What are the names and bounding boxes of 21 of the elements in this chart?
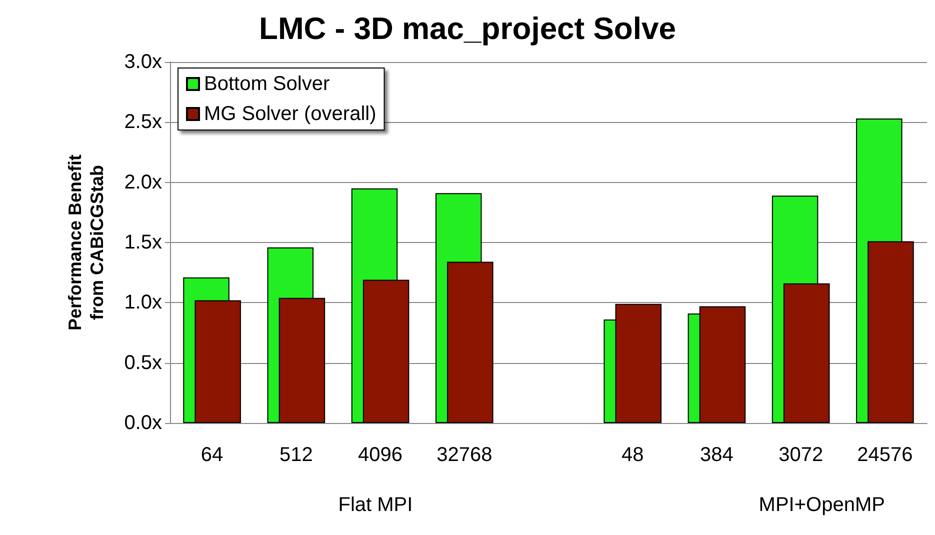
x-tick-label: 32768 (436, 444, 492, 466)
x-tick-label: 64 (200, 444, 224, 466)
x-tick-label: 24576 (857, 444, 913, 466)
y-tick-label: 1.5x (124, 232, 162, 254)
text: Flat MPI (338, 494, 413, 516)
x-tick-label: 48 (621, 444, 644, 466)
y-tick-label: 2.5x (124, 111, 162, 134)
y-tick-label: 0.5x (124, 352, 162, 374)
x-tick-label: 384 (700, 444, 734, 466)
y-tick-label: 0.0x (124, 412, 162, 434)
x-tick-label: 3072 (778, 444, 824, 466)
y-axis-title: Performance Benefit from CABiCGStab (65, 154, 107, 331)
legend-label: MG Solver (overall) (204, 103, 376, 125)
text: MPI+OpenMP (758, 494, 885, 516)
y-tick-label: 2.0x (124, 171, 162, 194)
y-tick-label: 3.0x (124, 51, 162, 73)
x-tick-label: 4096 (358, 444, 403, 466)
y-tick-label: 1.0x (124, 292, 162, 314)
x-tick-label: 512 (279, 444, 313, 466)
legend-label: Bottom Solver (204, 73, 330, 95)
chart-title: LMC - 3D mac_project Solve (259, 11, 676, 46)
